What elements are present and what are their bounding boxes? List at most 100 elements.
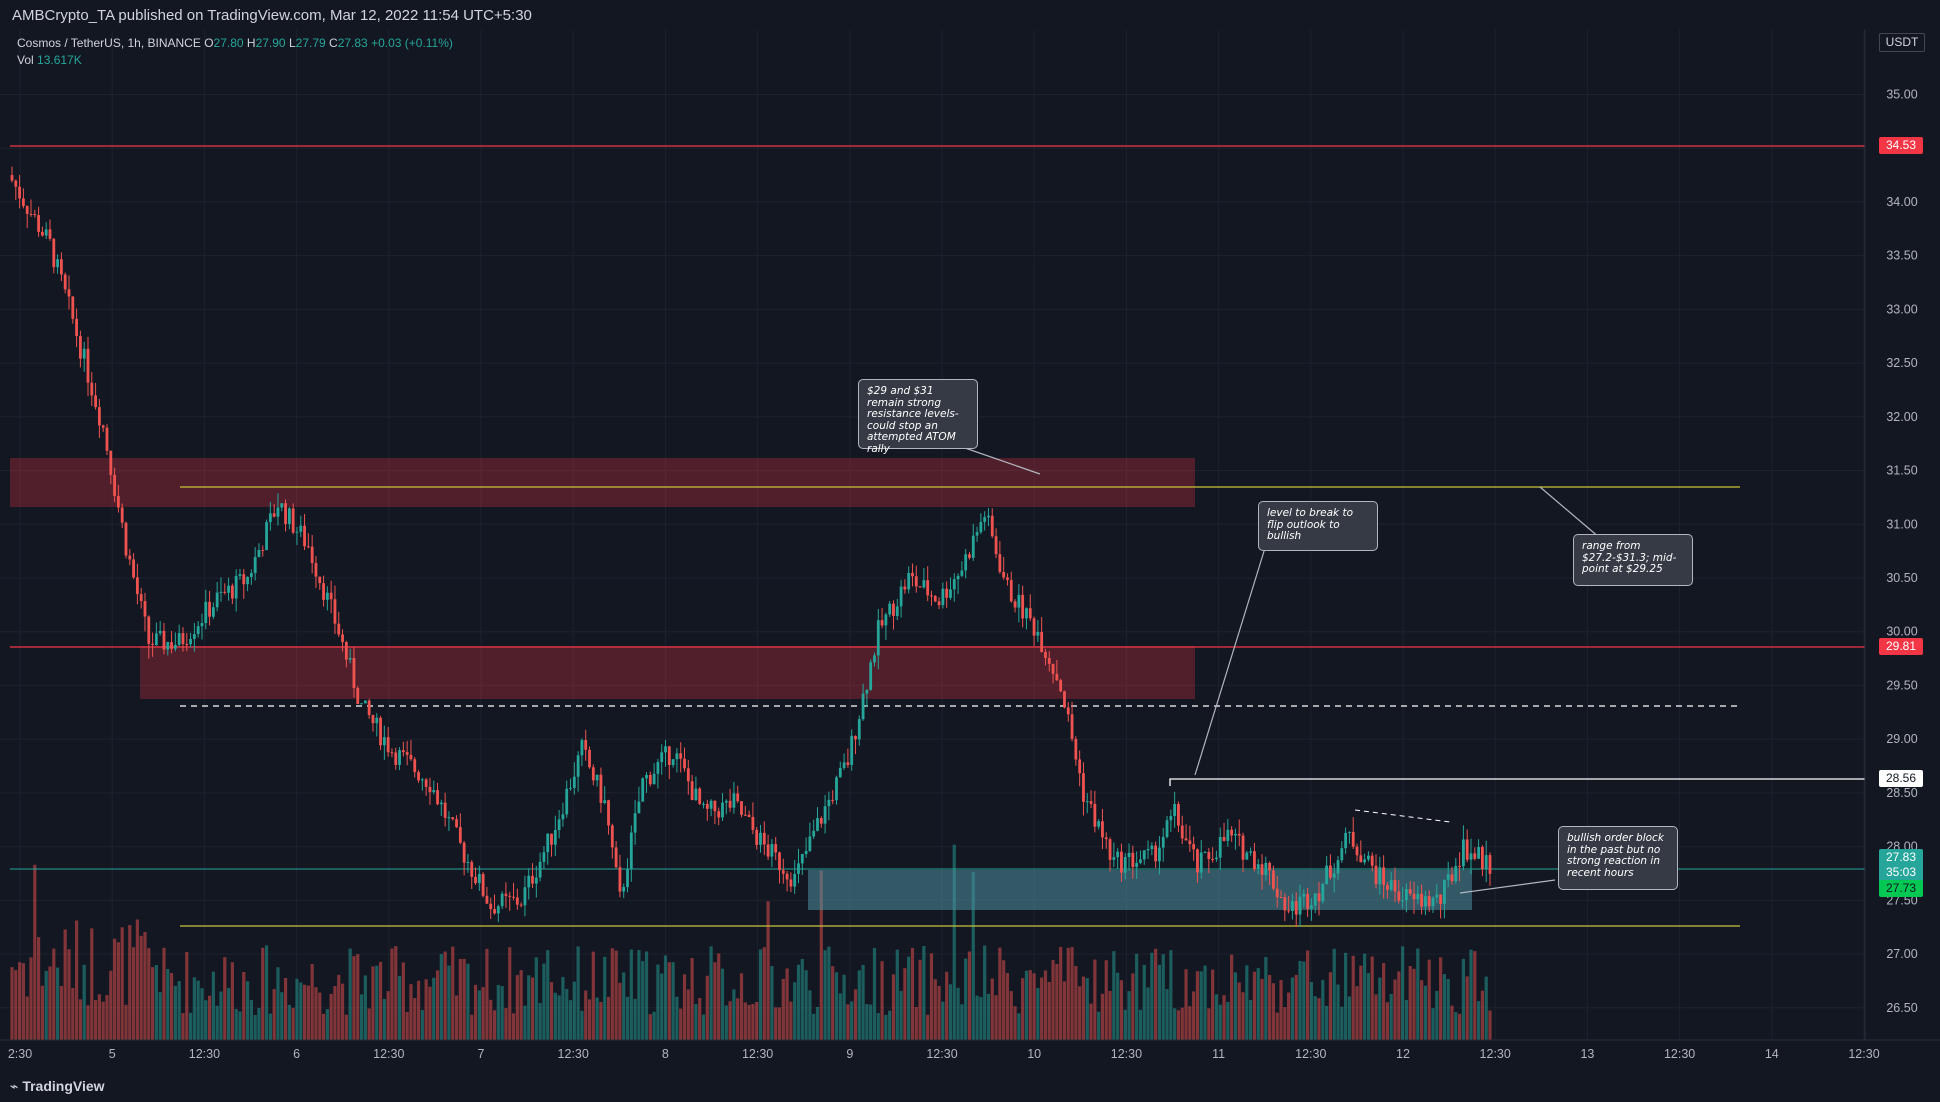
volume-bar <box>937 985 941 1040</box>
candle-body <box>52 238 56 268</box>
volume-bar <box>1340 1006 1344 1040</box>
candle-body <box>1218 836 1222 858</box>
candle-body <box>181 633 185 645</box>
volume-bar <box>439 953 443 1040</box>
candle-body <box>424 779 428 787</box>
volume-bar <box>1028 970 1032 1040</box>
volume-bar <box>74 920 79 1040</box>
volume-bar <box>629 949 633 1040</box>
candle-body <box>1294 901 1298 915</box>
volume-bar <box>128 925 132 1040</box>
volume-bar <box>192 977 196 1040</box>
candle-body <box>911 572 914 577</box>
candle-body <box>67 289 71 297</box>
candle-body <box>295 531 299 533</box>
candle-body <box>143 601 147 617</box>
volume-bar <box>1401 946 1405 1040</box>
volume-bar <box>382 998 386 1040</box>
candle-body <box>1230 829 1234 836</box>
volume-bar <box>340 983 345 1040</box>
candle-body <box>314 562 318 577</box>
candle-body <box>671 759 675 766</box>
candle-body <box>1249 851 1253 853</box>
volume-bar <box>1249 1000 1253 1040</box>
candle-body <box>1336 860 1340 874</box>
volume-bar <box>682 974 687 1040</box>
time-tick-label: 12:30 <box>558 1047 589 1061</box>
candle-body <box>318 576 322 584</box>
candle-body <box>648 774 652 785</box>
candle-body <box>78 336 82 359</box>
candle-body <box>170 642 173 649</box>
candle-body <box>892 603 895 616</box>
volume-bar <box>249 999 253 1040</box>
candle-body <box>489 903 493 910</box>
candle-body <box>1040 631 1044 653</box>
volume-bar <box>500 986 504 1040</box>
candle-body <box>698 788 702 804</box>
volume-bar <box>451 946 455 1040</box>
volume-bar <box>36 937 41 1040</box>
price-zones <box>10 458 1472 910</box>
time-tick-label: 12:30 <box>1111 1047 1142 1061</box>
volume-bar <box>10 967 14 1040</box>
candle-body <box>702 803 705 805</box>
time-tick-label: 11 <box>1212 1047 1225 1061</box>
candle-body <box>1032 618 1036 636</box>
volume-bar <box>622 972 626 1040</box>
candle-body <box>466 862 470 864</box>
volume-bar <box>420 1010 424 1040</box>
volume-bar <box>1446 979 1450 1040</box>
volume-bar <box>686 989 690 1040</box>
volume-bar <box>736 998 740 1040</box>
candle-body <box>1123 857 1127 873</box>
candle-body <box>550 833 553 845</box>
candle-body <box>1169 816 1173 821</box>
candle-body <box>1222 836 1226 841</box>
orderblock-annotation[interactable]: bullish order block in the past but no s… <box>1558 826 1678 890</box>
currency-label[interactable]: USDT <box>1879 33 1925 52</box>
volume-bar <box>891 974 896 1040</box>
candle-body <box>1207 852 1211 859</box>
volume-bar <box>371 966 375 1040</box>
candle-body <box>690 781 694 801</box>
break-level-annotation[interactable]: level to break to flip outlook to bullis… <box>1258 501 1378 551</box>
candle-body <box>1310 905 1313 909</box>
candle-body <box>135 577 139 595</box>
volume-bar <box>865 1004 869 1040</box>
candle-body <box>812 830 816 837</box>
volume-bar <box>717 953 721 1040</box>
candle-body <box>211 607 215 617</box>
candle-body <box>1332 873 1336 878</box>
candle-body <box>850 735 854 765</box>
volume-bar <box>1169 950 1173 1040</box>
volume-bar <box>120 927 124 1040</box>
volume-bar <box>1211 969 1215 1040</box>
candle-body <box>990 515 994 537</box>
resistance-annotation[interactable]: $29 and $31 remain strong resistance lev… <box>858 379 978 454</box>
volume-bar <box>219 991 223 1040</box>
candle-body <box>367 700 371 716</box>
candle-body <box>949 589 952 598</box>
tradingview-logo[interactable]: ⌁ TradingView <box>10 1078 105 1095</box>
volume-bar <box>162 947 166 1040</box>
time-tick-label: 8 <box>662 1047 669 1061</box>
range-annotation[interactable]: range from $27.2-$31.3; mid-point at $29… <box>1573 534 1693 586</box>
volume-bar <box>796 964 801 1040</box>
candle-body <box>1215 857 1218 860</box>
volume-bar <box>1024 970 1029 1040</box>
volume-bar <box>990 978 994 1040</box>
volume-bar <box>386 991 390 1040</box>
volume-bar <box>603 956 607 1040</box>
price-chart[interactable]: 35.0034.5034.0033.5033.0032.5032.0031.50… <box>0 0 1940 1070</box>
candle-body <box>778 852 781 871</box>
candle-body <box>132 559 135 578</box>
candle-body <box>854 735 857 740</box>
volume-bar <box>1397 971 1401 1040</box>
candle-body <box>1439 894 1443 904</box>
volume-bar <box>272 989 276 1040</box>
candle-body <box>717 811 721 818</box>
candle-body <box>557 819 561 831</box>
volume-bar <box>850 1001 854 1040</box>
volume-bar <box>1195 971 1200 1040</box>
